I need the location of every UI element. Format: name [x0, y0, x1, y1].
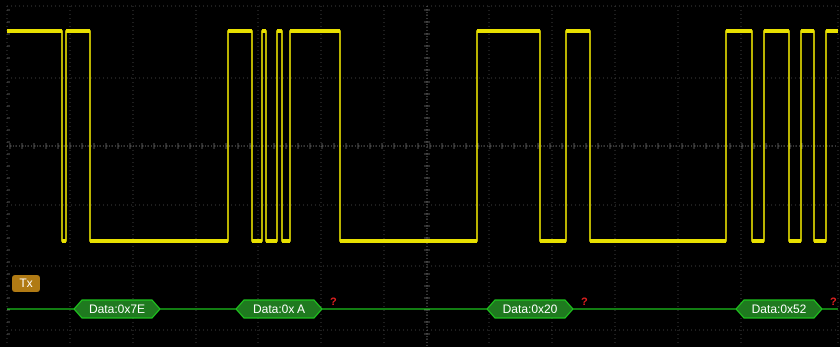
trace-high-level — [290, 29, 340, 33]
trace-high-level — [7, 29, 62, 33]
decode-frame[interactable] — [735, 299, 823, 319]
decode-label: Data:0x20 — [503, 302, 558, 316]
trace-low-level — [62, 239, 66, 243]
trace-high-level — [228, 29, 252, 33]
trace-high-level — [726, 29, 752, 33]
trace-high-level — [277, 29, 282, 33]
graticule-grid — [6, 5, 839, 346]
trace-low-level — [590, 239, 726, 243]
trace-high-level — [477, 29, 540, 33]
decode-label: Data:0x A — [253, 302, 305, 316]
trace-high-level — [262, 29, 266, 33]
trace-high-level — [801, 29, 814, 33]
trace-low-level — [90, 239, 228, 243]
trace-high-level — [764, 29, 789, 33]
trace-high-level — [826, 29, 838, 33]
trace-low-level — [540, 239, 566, 243]
trace-low-level — [340, 239, 477, 243]
trace-low-level — [282, 239, 290, 243]
serial-decode-bus: Data:0x7E Data:0x A? Data:0x20? Data:0x52? — [7, 296, 838, 319]
trace-high-level — [66, 29, 90, 33]
decode-label: Data:0x7E — [89, 302, 145, 316]
decode-error-marker: ? — [830, 296, 837, 308]
decode-frame[interactable] — [73, 299, 161, 319]
decode-frame[interactable] — [486, 299, 574, 319]
channel-tag-tx[interactable]: Tx — [12, 275, 40, 292]
trace-low-level — [266, 239, 277, 243]
decode-error-marker: ? — [581, 296, 588, 308]
trace-low-level — [752, 239, 764, 243]
trace-low-level — [252, 239, 262, 243]
tx-signal-trace — [7, 30, 838, 242]
trace-low-level — [814, 239, 826, 243]
decode-label: Data:0x52 — [752, 302, 807, 316]
decode-error-marker: ? — [330, 296, 337, 308]
trace-high-level — [566, 29, 590, 33]
decode-frame[interactable] — [235, 299, 323, 319]
trace-low-level — [789, 239, 801, 243]
